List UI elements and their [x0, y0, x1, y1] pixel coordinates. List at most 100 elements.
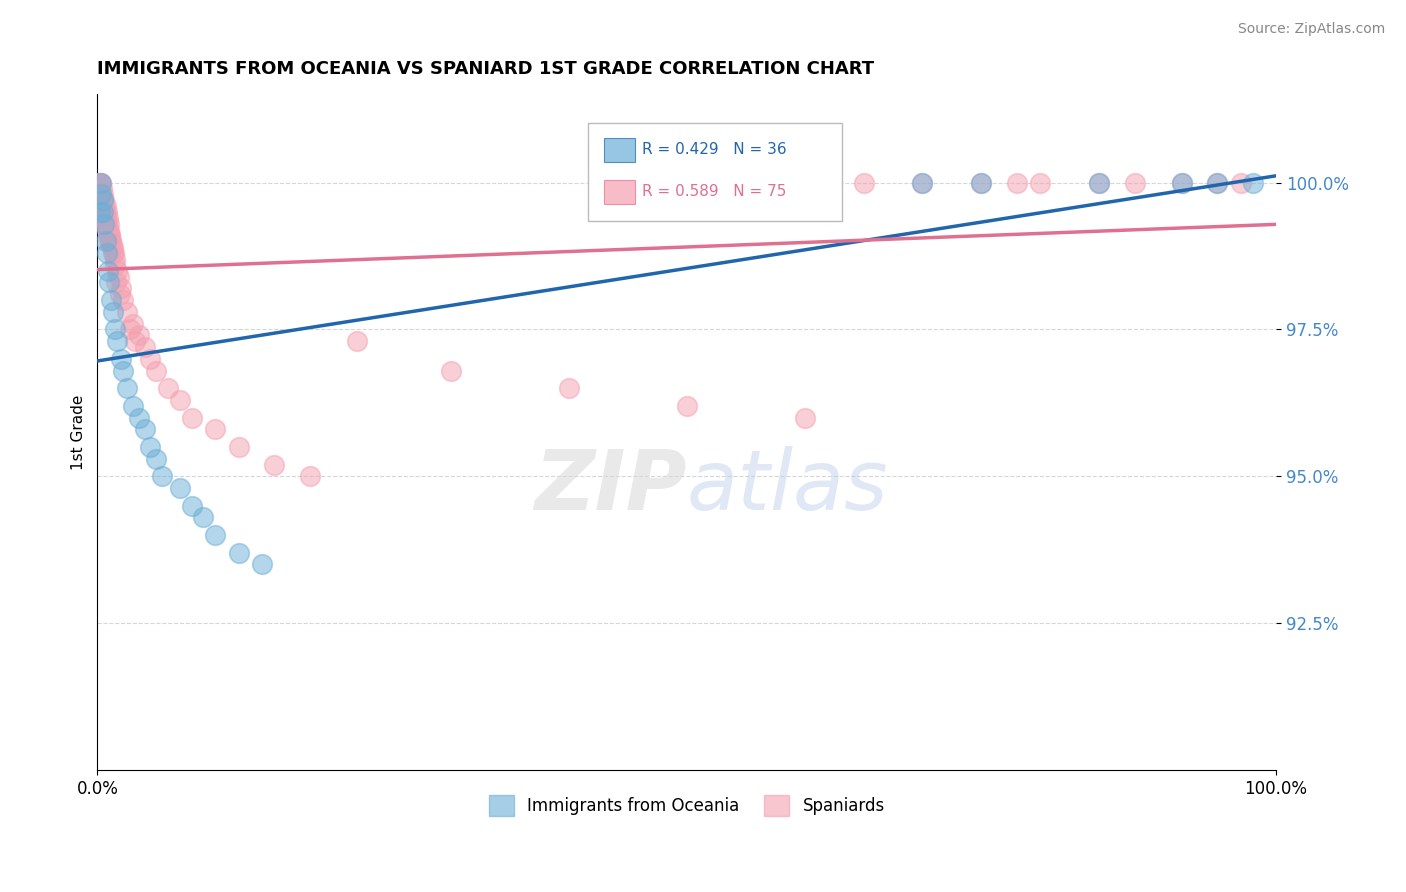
Point: [90, 193, 112, 207]
Point: [91, 181, 114, 195]
Point: [134, 340, 156, 354]
Point: [558, 381, 581, 395]
Point: [193, 510, 215, 524]
Point: [139, 351, 162, 366]
Point: [90, 187, 112, 202]
Point: [104, 252, 127, 266]
Point: [970, 176, 993, 190]
Point: [228, 440, 250, 454]
Point: [91, 205, 114, 219]
Point: [1088, 176, 1111, 190]
Point: [852, 176, 875, 190]
Point: [90, 187, 112, 202]
Point: [734, 176, 756, 190]
Point: [204, 528, 226, 542]
Text: IMMIGRANTS FROM OCEANIA VS SPANIARD 1ST GRADE CORRELATION CHART: IMMIGRANTS FROM OCEANIA VS SPANIARD 1ST …: [97, 60, 875, 78]
Y-axis label: 1st Grade: 1st Grade: [72, 394, 86, 470]
Point: [89, 187, 111, 202]
Point: [89, 181, 111, 195]
Point: [93, 211, 115, 225]
Point: [90, 176, 112, 190]
Point: [1206, 176, 1229, 190]
Text: R = 0.589   N = 75: R = 0.589 N = 75: [641, 185, 786, 200]
Point: [103, 246, 125, 260]
Point: [1206, 176, 1229, 190]
Point: [120, 322, 142, 336]
Point: [97, 263, 120, 277]
Point: [134, 422, 156, 436]
Point: [1171, 176, 1194, 190]
Point: [104, 258, 127, 272]
Point: [91, 193, 114, 207]
Point: [94, 235, 117, 249]
Point: [91, 193, 114, 207]
Point: [793, 410, 815, 425]
Point: [911, 176, 934, 190]
Point: [157, 381, 180, 395]
Point: [911, 176, 934, 190]
Point: [91, 205, 114, 219]
Point: [105, 263, 128, 277]
Point: [346, 334, 368, 348]
Point: [107, 269, 129, 284]
Point: [100, 235, 122, 249]
Point: [180, 499, 202, 513]
Point: [97, 222, 120, 236]
Point: [96, 211, 118, 225]
Point: [105, 276, 128, 290]
Point: [263, 458, 285, 472]
Point: [110, 351, 132, 366]
Point: [98, 228, 121, 243]
Point: [145, 451, 167, 466]
Point: [97, 211, 120, 225]
Point: [1123, 176, 1146, 190]
Point: [734, 176, 756, 190]
Point: [98, 235, 121, 249]
Point: [104, 322, 127, 336]
Point: [112, 293, 135, 307]
Point: [98, 276, 121, 290]
Point: [1088, 176, 1111, 190]
Point: [93, 193, 115, 207]
Point: [96, 217, 118, 231]
Point: [150, 469, 173, 483]
Point: [145, 363, 167, 377]
Point: [1005, 176, 1028, 190]
Point: [121, 399, 143, 413]
Point: [94, 205, 117, 219]
Point: [100, 293, 122, 307]
Point: [1171, 176, 1194, 190]
Point: [124, 334, 146, 348]
Point: [101, 240, 124, 254]
Text: R = 0.429   N = 36: R = 0.429 N = 36: [641, 143, 786, 158]
Point: [93, 217, 115, 231]
Point: [98, 217, 121, 231]
Point: [89, 176, 111, 190]
Point: [94, 217, 117, 231]
Point: [115, 305, 138, 319]
Text: ZIP: ZIP: [534, 446, 686, 527]
Point: [110, 281, 132, 295]
Legend: Immigrants from Oceania, Spaniards: Immigrants from Oceania, Spaniards: [482, 789, 891, 822]
Point: [139, 440, 162, 454]
Point: [90, 176, 112, 190]
Point: [128, 328, 150, 343]
Point: [93, 199, 115, 213]
Point: [228, 546, 250, 560]
Point: [103, 246, 125, 260]
Point: [169, 392, 191, 407]
Point: [96, 205, 118, 219]
Point: [87, 176, 110, 190]
Point: [169, 481, 191, 495]
Point: [1229, 176, 1251, 190]
Point: [87, 176, 110, 190]
Point: [100, 235, 122, 249]
Point: [91, 199, 114, 213]
Text: atlas: atlas: [686, 446, 889, 527]
Point: [112, 363, 135, 377]
Point: [298, 469, 321, 483]
Point: [440, 363, 463, 377]
Point: [180, 410, 202, 425]
Point: [89, 205, 111, 219]
Point: [96, 222, 118, 236]
